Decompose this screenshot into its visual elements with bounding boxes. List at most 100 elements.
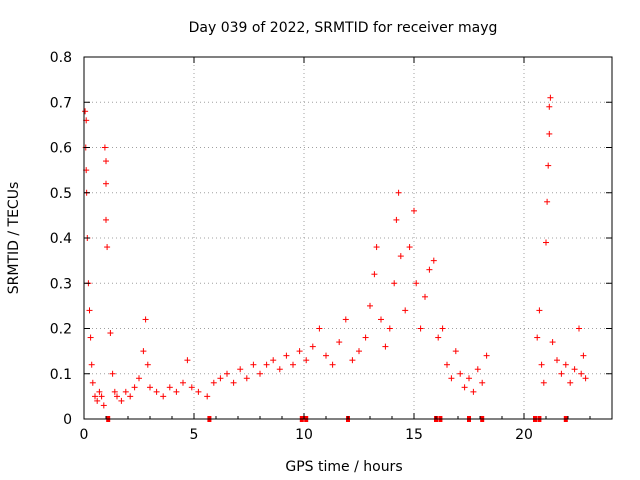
x-tick-label: 5 (190, 427, 199, 443)
data-point (86, 307, 93, 314)
data-point (540, 379, 547, 386)
data-point (582, 375, 589, 382)
data-point (111, 388, 118, 395)
y-tick-label: 0.2 (50, 322, 72, 338)
data-point (94, 397, 101, 404)
data-point (397, 253, 404, 260)
data-point (474, 366, 481, 373)
data-point (382, 343, 389, 350)
data-point (107, 330, 114, 337)
data-point (92, 393, 98, 400)
data-point (303, 357, 310, 364)
data-point (536, 307, 543, 314)
grid (84, 57, 612, 419)
data-point (336, 339, 343, 346)
data-point (140, 348, 147, 355)
x-axis-label: GPS time / hours (285, 459, 402, 475)
y-tick-label: 0.4 (50, 231, 72, 247)
data-point (250, 361, 257, 368)
data-point (296, 348, 303, 355)
data-point (538, 361, 545, 368)
data-point (96, 388, 103, 395)
data-point (391, 280, 398, 287)
data-point (430, 257, 437, 264)
data-point (114, 393, 120, 400)
data-point (144, 361, 151, 368)
data-point (243, 375, 250, 382)
data-point (448, 375, 455, 382)
data-point (435, 334, 442, 341)
data-point (153, 388, 160, 395)
data-point (122, 388, 129, 395)
y-tick-label: 0.5 (50, 186, 72, 202)
data-point (131, 384, 138, 391)
data-point (136, 375, 142, 382)
x-tick-label: 0 (80, 427, 89, 443)
data-point (567, 379, 574, 386)
data-point (546, 130, 553, 137)
data-point (210, 379, 217, 386)
data-point (547, 94, 554, 101)
data-point (142, 316, 149, 323)
data-point (466, 375, 472, 382)
data-point (160, 393, 167, 400)
data-point (534, 334, 541, 341)
data-point (237, 366, 244, 373)
data-point (356, 348, 362, 355)
data-point (87, 334, 94, 341)
x-axis-ticks: 0 5 10 15 20 (80, 57, 591, 443)
data-point (82, 108, 89, 115)
data-point (554, 357, 560, 364)
data-point (224, 370, 230, 377)
data-point (546, 103, 553, 110)
data-point (276, 366, 283, 373)
data-point (263, 361, 270, 368)
data-point (571, 366, 578, 373)
data-point (544, 198, 551, 205)
data-point (457, 370, 464, 377)
data-point (103, 216, 109, 223)
x-tick-label: 15 (405, 427, 423, 443)
data-point (393, 216, 400, 223)
y-tick-label: 0.7 (50, 95, 72, 111)
data-point (422, 293, 428, 300)
data-point (103, 158, 109, 165)
data-point (147, 384, 153, 391)
data-point (323, 352, 329, 359)
data-point (270, 357, 277, 364)
data-point (109, 370, 116, 377)
data-point (104, 244, 111, 251)
data-point (362, 334, 369, 341)
data-point (549, 339, 556, 346)
data-point (283, 352, 290, 359)
chart-title: Day 039 of 2022, SRMTID for receiver may… (189, 20, 498, 36)
data-point (558, 370, 565, 377)
data-point (580, 352, 587, 359)
x-tick-label: 10 (295, 427, 313, 443)
data-point (316, 325, 323, 332)
data-point (386, 325, 393, 332)
y-tick-label: 0.6 (50, 141, 72, 157)
data-point (309, 343, 316, 350)
data-points (82, 94, 589, 409)
data-point (349, 357, 356, 364)
data-point (578, 370, 585, 377)
data-point (188, 384, 195, 391)
data-point (576, 325, 582, 332)
data-point (342, 316, 349, 323)
data-point (406, 244, 413, 251)
data-point (413, 280, 420, 287)
data-point (195, 388, 202, 395)
data-point (184, 357, 191, 364)
data-point (417, 325, 424, 332)
y-axis-ticks: 0 0.1 0.2 0.3 0.4 0.5 0.6 0.7 0.8 (50, 50, 612, 428)
data-point (103, 180, 109, 187)
data-point (98, 393, 105, 400)
data-point (371, 271, 378, 278)
data-point (166, 384, 173, 391)
data-point (402, 307, 409, 314)
y-tick-label: 0.8 (50, 50, 72, 66)
data-point (439, 325, 446, 332)
data-point (543, 239, 549, 246)
data-point (426, 266, 433, 273)
